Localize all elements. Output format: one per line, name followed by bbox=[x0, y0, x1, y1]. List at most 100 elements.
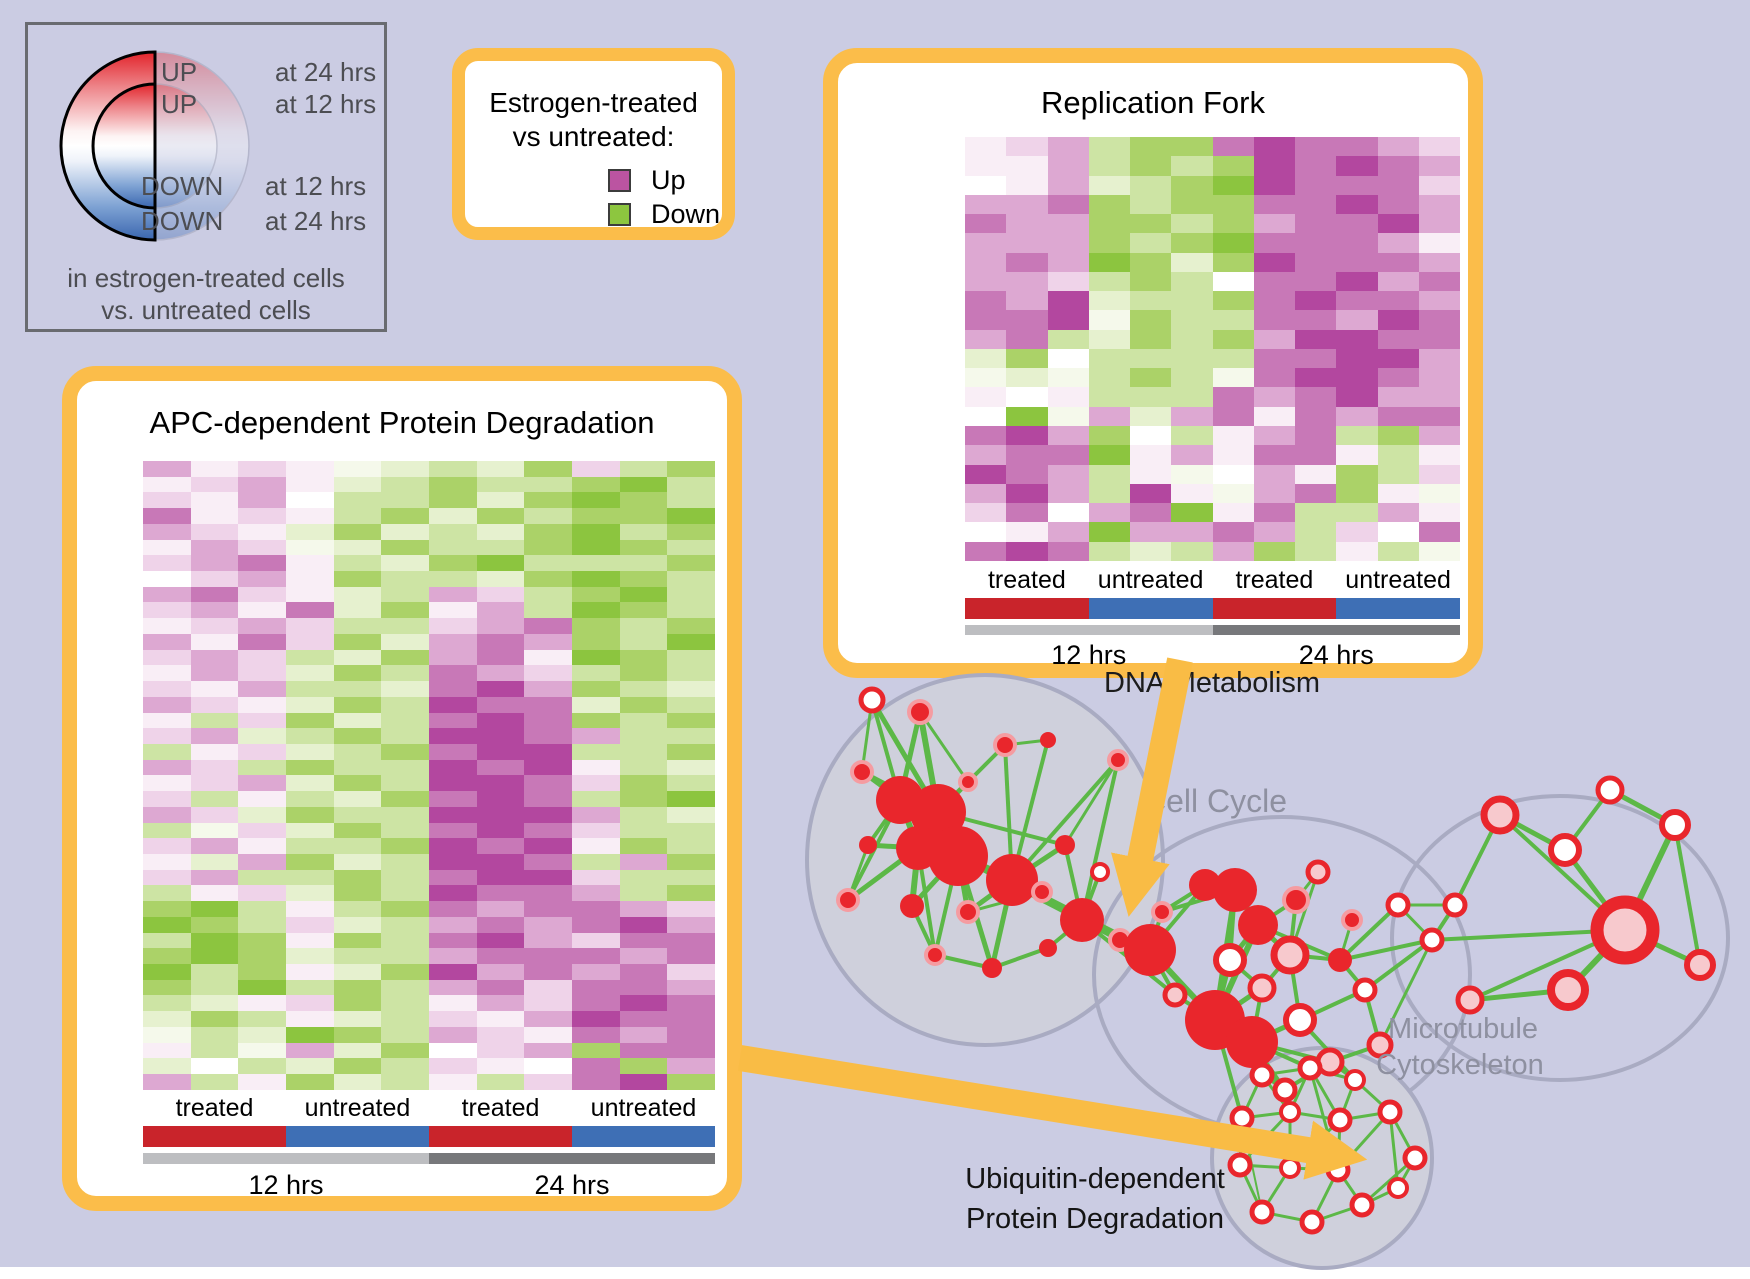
heatmap-row bbox=[143, 555, 716, 572]
heatmap-cell bbox=[1212, 329, 1254, 349]
heatmap-cell bbox=[333, 665, 382, 682]
heatmap-cell bbox=[619, 523, 668, 540]
heatmap-cell bbox=[572, 853, 620, 870]
heatmap-cell bbox=[1130, 137, 1172, 157]
heatmap-cell bbox=[190, 885, 239, 902]
heatmap-cell bbox=[667, 728, 716, 744]
heatmap-cell bbox=[381, 775, 430, 792]
heatmap-cell bbox=[286, 523, 334, 540]
heatmap-cell bbox=[1130, 214, 1172, 234]
time-label-12hrs: 12 hrs bbox=[1051, 640, 1127, 670]
heatmap-cell bbox=[476, 586, 525, 603]
heatmap-cell bbox=[572, 618, 620, 634]
heatmap-cell bbox=[143, 932, 191, 949]
heatmap-cell bbox=[286, 555, 334, 572]
heatmap-cell bbox=[667, 571, 716, 587]
heatmap-cell bbox=[572, 1011, 620, 1027]
heatmap-cell bbox=[1130, 329, 1172, 349]
heatmap-cell bbox=[476, 508, 525, 524]
heatmap-cell bbox=[572, 1074, 620, 1090]
heatmap-cell bbox=[190, 1026, 239, 1043]
heatmap-cell bbox=[619, 665, 668, 682]
heatmap-cell bbox=[667, 665, 716, 682]
heatmap-cell bbox=[1006, 175, 1048, 195]
heatmap-cell bbox=[238, 633, 287, 650]
heatmap-row bbox=[143, 743, 716, 760]
heatmap-cell bbox=[1418, 387, 1460, 407]
heatmap-cell bbox=[333, 633, 382, 650]
heatmap-cell bbox=[476, 869, 525, 886]
heatmap-cell bbox=[524, 885, 573, 902]
heatmap-cell bbox=[619, 838, 668, 854]
heatmap-cell bbox=[1377, 291, 1419, 311]
heatmap-cell bbox=[572, 586, 620, 603]
heatmap-cell bbox=[1171, 541, 1213, 561]
heatmap-cell bbox=[1253, 368, 1295, 388]
heatmap-cell bbox=[667, 712, 716, 729]
heatmap-cell bbox=[190, 822, 239, 839]
heatmap-cell bbox=[476, 681, 525, 697]
heatmap-cell bbox=[1253, 310, 1295, 330]
heatmap-cell bbox=[286, 728, 334, 744]
heatmap-cell bbox=[476, 964, 525, 980]
heatmap-cell bbox=[238, 1026, 287, 1043]
heatmap-cell bbox=[619, 853, 668, 870]
heatmap-cell bbox=[667, 1011, 716, 1027]
heatmap-cell bbox=[381, 476, 430, 493]
heatmap-cell bbox=[619, 618, 668, 634]
heatmap-row bbox=[965, 425, 1460, 446]
heatmap-cell bbox=[476, 1042, 525, 1059]
heatmap-cell bbox=[238, 649, 287, 666]
heatmap-cell bbox=[1336, 483, 1378, 504]
heatmap-row bbox=[143, 1026, 716, 1043]
heatmap-cell bbox=[1088, 522, 1130, 542]
heatmap-cell bbox=[476, 633, 525, 650]
heatmap-cell bbox=[572, 759, 620, 776]
rf-group-labels: treated untreated treated untreated bbox=[965, 566, 1460, 594]
heatmap-cell bbox=[667, 602, 716, 619]
heatmap-cell bbox=[1130, 252, 1172, 272]
heatmap-cell bbox=[143, 822, 191, 839]
heatmap-cell bbox=[1295, 425, 1337, 446]
heatmap-cell bbox=[333, 492, 382, 509]
heatmap-cell bbox=[286, 743, 334, 760]
treated-bar bbox=[143, 1126, 286, 1147]
heatmap-cell bbox=[429, 461, 477, 477]
heatmap-cell bbox=[1336, 291, 1378, 311]
heatmap-cell bbox=[524, 633, 573, 650]
heatmap-row bbox=[143, 916, 716, 933]
heatmap-cell bbox=[333, 681, 382, 697]
heatmap-cell bbox=[333, 853, 382, 870]
heatmap-cell bbox=[524, 964, 573, 980]
heatmap-cell bbox=[143, 885, 191, 902]
untreated-bar bbox=[286, 1126, 429, 1147]
heatmap-cell bbox=[1088, 175, 1130, 195]
heatmap-cell bbox=[333, 806, 382, 823]
heatmap-cell bbox=[524, 1011, 573, 1027]
heatmap-cell bbox=[1295, 522, 1337, 542]
heatmap-cell bbox=[1253, 271, 1295, 292]
heatmap-cell bbox=[1088, 233, 1130, 253]
heatmap-cell bbox=[1171, 233, 1213, 253]
heatmap-row bbox=[965, 194, 1460, 215]
heatmap-cell bbox=[333, 602, 382, 619]
heatmap-cell bbox=[1212, 464, 1254, 484]
heatmap-cell bbox=[286, 806, 334, 823]
heatmap-cell bbox=[1377, 271, 1419, 292]
heatmap-cell bbox=[965, 541, 1007, 561]
heatmap-cell bbox=[476, 539, 525, 556]
heatmap-cell bbox=[1253, 522, 1295, 542]
heatmap-row bbox=[965, 214, 1460, 234]
heatmap-cell bbox=[286, 822, 334, 839]
heatmap-cell bbox=[1088, 425, 1130, 446]
heatmap-cell bbox=[476, 571, 525, 587]
heatmap-cell bbox=[429, 979, 477, 996]
heatmap-cell bbox=[572, 979, 620, 996]
heatmap-cell bbox=[1130, 464, 1172, 484]
heatmap-cell bbox=[381, 853, 430, 870]
treated-bar bbox=[1212, 598, 1337, 619]
heatmap-cell bbox=[1171, 464, 1213, 484]
heatmap-cell bbox=[238, 1074, 287, 1090]
heatmap-cell bbox=[381, 1058, 430, 1075]
heatmap-cell bbox=[1336, 503, 1378, 523]
